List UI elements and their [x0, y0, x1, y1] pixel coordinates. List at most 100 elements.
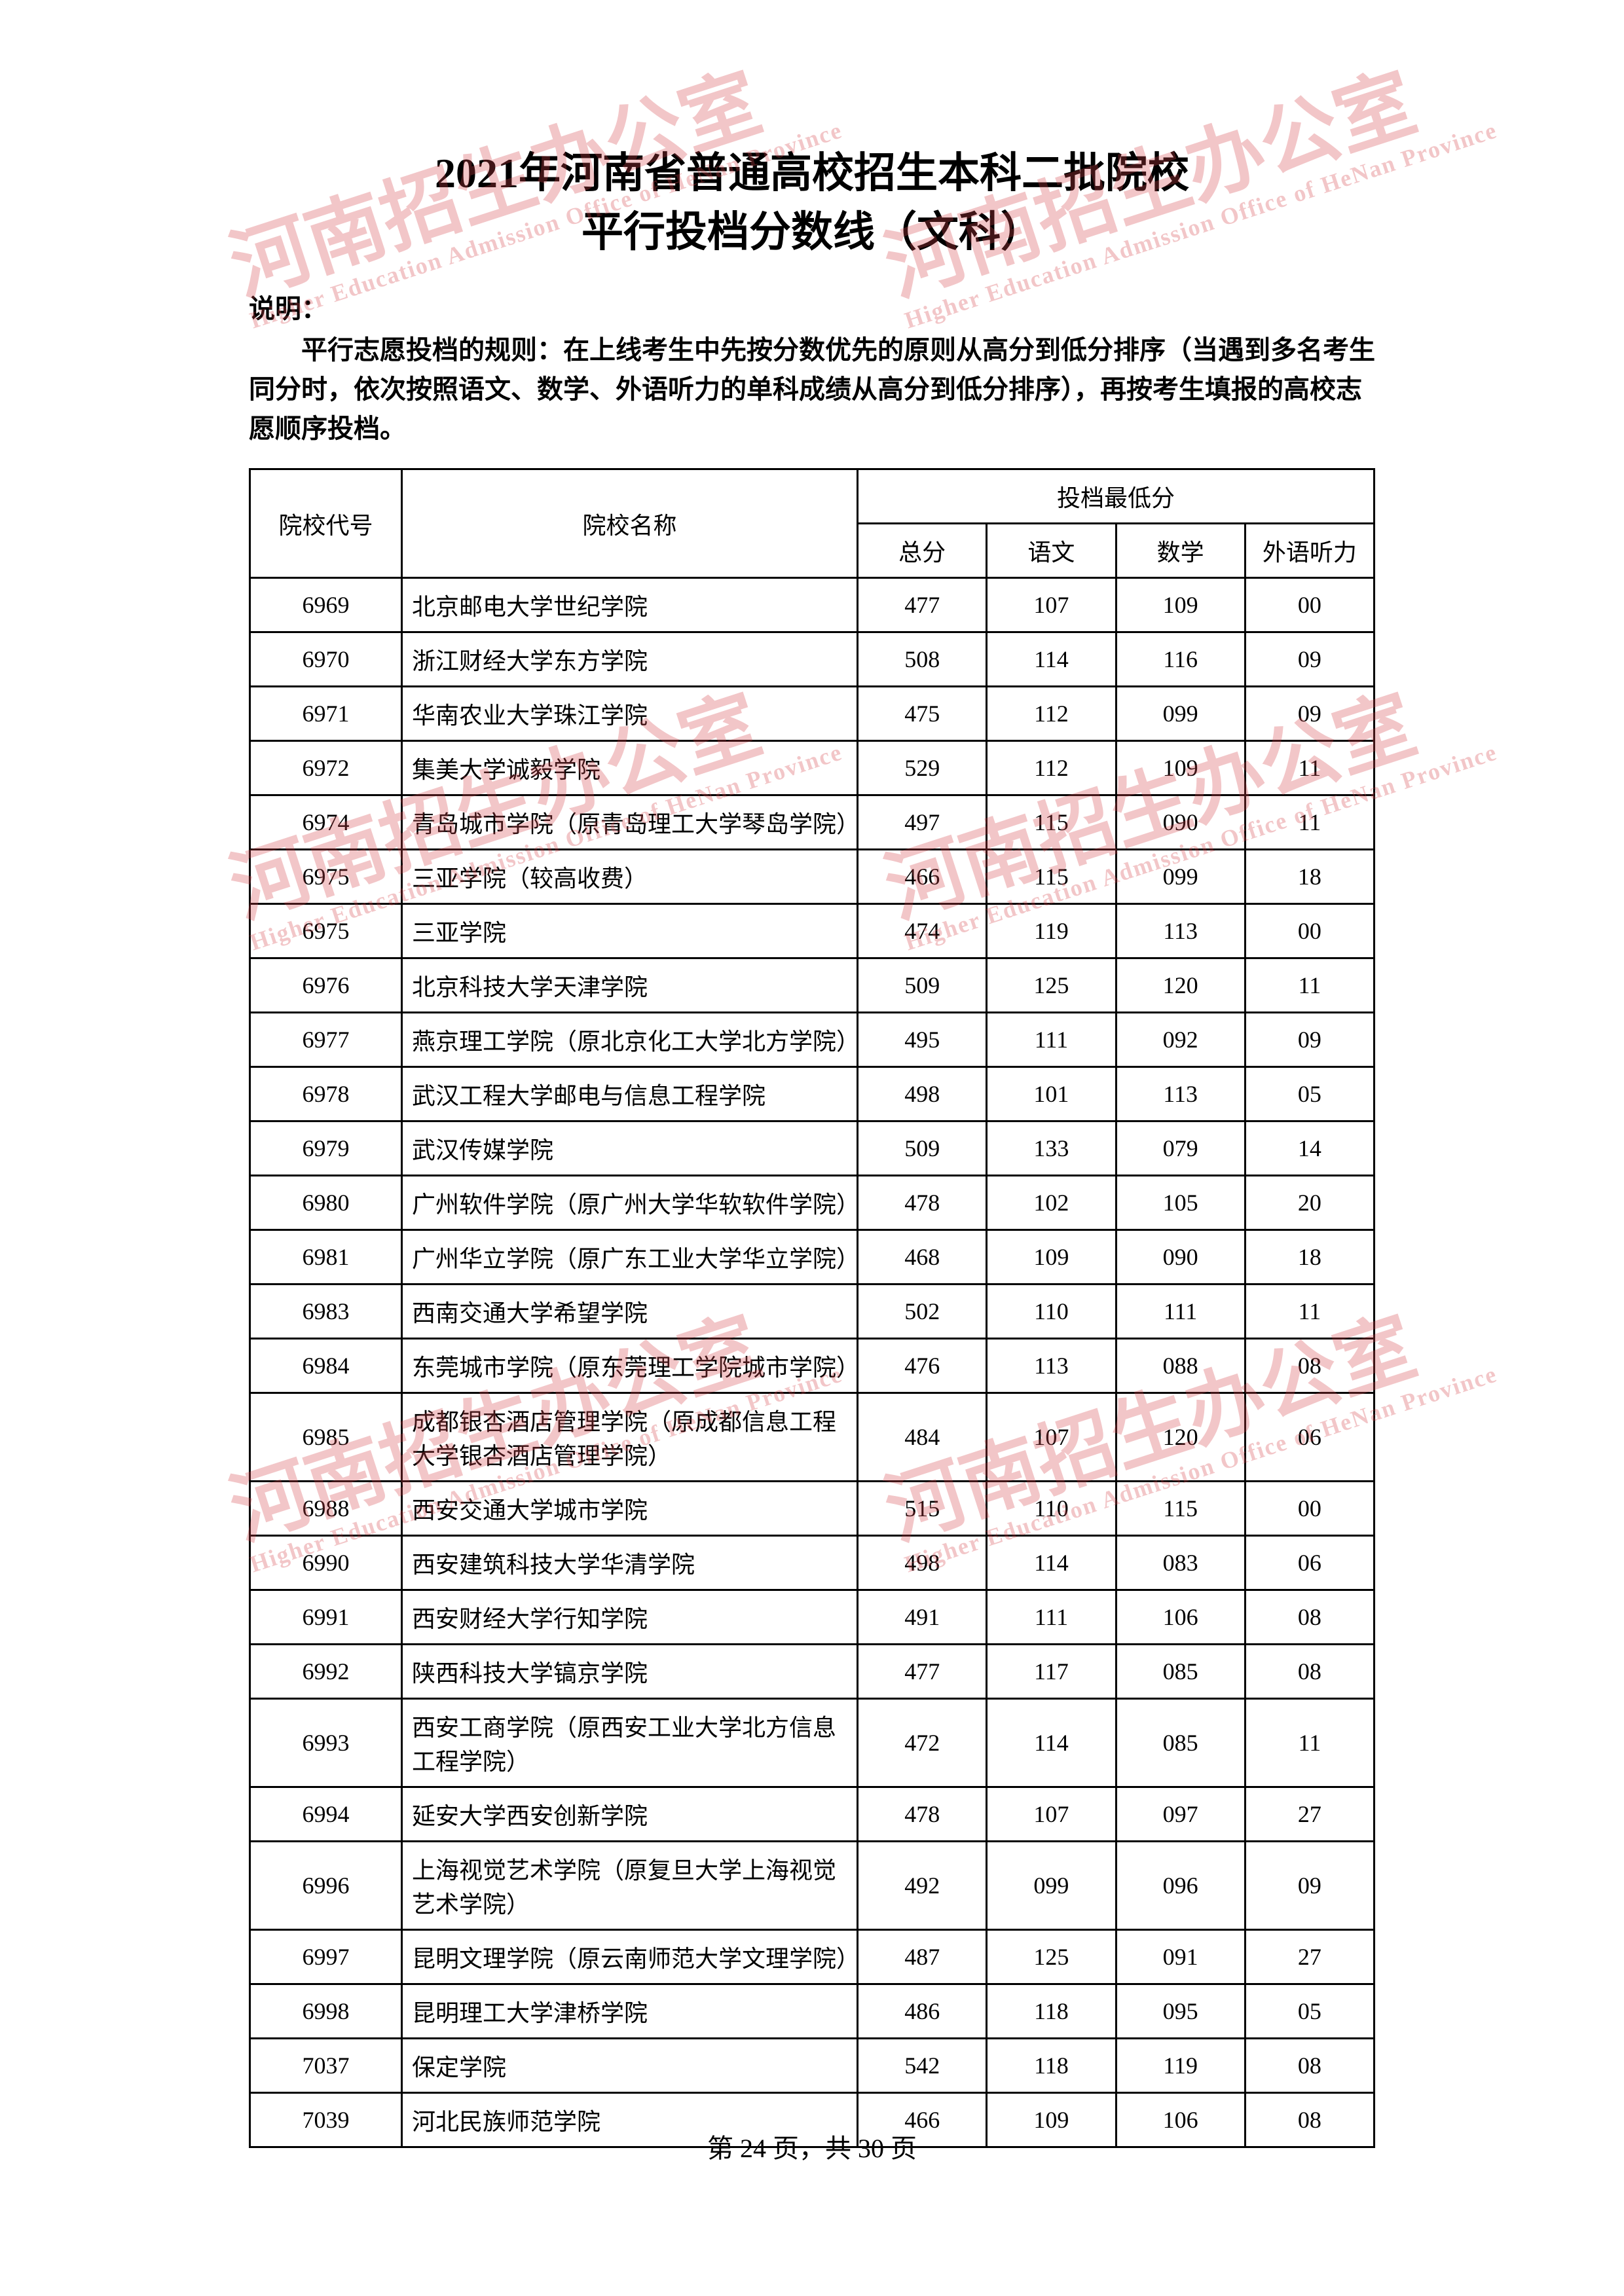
cell-total: 477 — [858, 1645, 987, 1699]
cell-name: 青岛城市学院（原青岛理工大学琴岛学院） — [402, 795, 858, 850]
explain-label: 说明： — [249, 287, 1375, 325]
cell-chinese: 101 — [987, 1067, 1116, 1121]
cell-total: 498 — [858, 1536, 987, 1590]
header-score-group: 投档最低分 — [858, 469, 1375, 524]
page: 2021年河南省普通高校招生本科二批院校 平行投档分数线（文科） 说明： 平行志… — [0, 0, 1624, 2296]
cell-name: 广州华立学院（原广东工业大学华立学院） — [402, 1230, 858, 1285]
cell-code: 6991 — [250, 1590, 402, 1645]
cell-total: 472 — [858, 1699, 987, 1787]
page-footer: 第 24 页，共 30 页 — [0, 2127, 1624, 2165]
header-math: 数学 — [1116, 524, 1245, 578]
cell-code: 6983 — [250, 1285, 402, 1339]
table-row: 6974青岛城市学院（原青岛理工大学琴岛学院）49711509011 — [250, 795, 1375, 850]
cell-code: 6972 — [250, 741, 402, 795]
cell-name: 西安工商学院（原西安工业大学北方信息工程学院） — [402, 1699, 858, 1787]
header-listening: 外语听力 — [1245, 524, 1374, 578]
cell-total: 486 — [858, 1984, 987, 2039]
cell-math: 083 — [1116, 1536, 1245, 1590]
table-row: 6998昆明理工大学津桥学院48611809505 — [250, 1984, 1375, 2039]
cell-listen: 18 — [1245, 850, 1374, 904]
cell-math: 105 — [1116, 1176, 1245, 1230]
cell-listen: 05 — [1245, 1984, 1374, 2039]
cell-name: 武汉传媒学院 — [402, 1121, 858, 1176]
cell-chinese: 115 — [987, 795, 1116, 850]
cell-math: 095 — [1116, 1984, 1245, 2039]
cell-chinese: 114 — [987, 1536, 1116, 1590]
cell-name: 集美大学诚毅学院 — [402, 741, 858, 795]
cell-total: 497 — [858, 795, 987, 850]
cell-chinese: 107 — [987, 1393, 1116, 1482]
cell-math: 079 — [1116, 1121, 1245, 1176]
cell-name: 浙江财经大学东方学院 — [402, 632, 858, 687]
cell-total: 495 — [858, 1013, 987, 1067]
cell-code: 6970 — [250, 632, 402, 687]
explain-body: 平行志愿投档的规则：在上线考生中先按分数优先的原则从高分到低分排序（当遇到多名考… — [249, 331, 1375, 448]
cell-chinese: 110 — [987, 1285, 1116, 1339]
cell-name: 三亚学院 — [402, 904, 858, 958]
cell-code: 7037 — [250, 2039, 402, 2093]
cell-code: 6997 — [250, 1930, 402, 1984]
cell-listen: 09 — [1245, 632, 1374, 687]
cell-math: 120 — [1116, 1393, 1245, 1482]
cell-code: 6980 — [250, 1176, 402, 1230]
cell-code: 6998 — [250, 1984, 402, 2039]
cell-listen: 27 — [1245, 1787, 1374, 1842]
cell-listen: 05 — [1245, 1067, 1374, 1121]
cell-chinese: 102 — [987, 1176, 1116, 1230]
cell-code: 6990 — [250, 1536, 402, 1590]
cell-name: 北京邮电大学世纪学院 — [402, 578, 858, 632]
cell-name: 昆明理工大学津桥学院 — [402, 1984, 858, 2039]
cell-name: 北京科技大学天津学院 — [402, 958, 858, 1013]
cell-listen: 27 — [1245, 1930, 1374, 1984]
cell-listen: 09 — [1245, 1013, 1374, 1067]
cell-code: 6992 — [250, 1645, 402, 1699]
cell-listen: 18 — [1245, 1230, 1374, 1285]
cell-listen: 14 — [1245, 1121, 1374, 1176]
cell-listen: 08 — [1245, 1339, 1374, 1393]
document-title: 2021年河南省普通高校招生本科二批院校 平行投档分数线（文科） — [249, 144, 1375, 261]
cell-chinese: 115 — [987, 850, 1116, 904]
header-name: 院校名称 — [402, 469, 858, 578]
cell-math: 111 — [1116, 1285, 1245, 1339]
cell-code: 6974 — [250, 795, 402, 850]
cell-chinese: 111 — [987, 1013, 1116, 1067]
header-chinese: 语文 — [987, 524, 1116, 578]
cell-code: 6976 — [250, 958, 402, 1013]
cell-math: 097 — [1116, 1787, 1245, 1842]
cell-chinese: 099 — [987, 1842, 1116, 1930]
cell-code: 6978 — [250, 1067, 402, 1121]
cell-math: 116 — [1116, 632, 1245, 687]
cell-total: 529 — [858, 741, 987, 795]
cell-chinese: 113 — [987, 1339, 1116, 1393]
cell-listen: 11 — [1245, 795, 1374, 850]
cell-total: 468 — [858, 1230, 987, 1285]
cell-total: 502 — [858, 1285, 987, 1339]
table-row: 7037保定学院54211811908 — [250, 2039, 1375, 2093]
cell-listen: 11 — [1245, 741, 1374, 795]
cell-chinese: 133 — [987, 1121, 1116, 1176]
cell-code: 6984 — [250, 1339, 402, 1393]
cell-code: 6994 — [250, 1787, 402, 1842]
cell-math: 085 — [1116, 1645, 1245, 1699]
cell-math: 109 — [1116, 741, 1245, 795]
cell-chinese: 114 — [987, 1699, 1116, 1787]
cell-total: 466 — [858, 850, 987, 904]
cell-math: 099 — [1116, 850, 1245, 904]
cell-name: 燕京理工学院（原北京化工大学北方学院） — [402, 1013, 858, 1067]
cell-name: 华南农业大学珠江学院 — [402, 687, 858, 741]
cell-name: 三亚学院（较高收费） — [402, 850, 858, 904]
cell-name: 东莞城市学院（原东莞理工学院城市学院） — [402, 1339, 858, 1393]
cell-math: 120 — [1116, 958, 1245, 1013]
table-row: 6981广州华立学院（原广东工业大学华立学院）46810909018 — [250, 1230, 1375, 1285]
table-row: 6979武汉传媒学院50913307914 — [250, 1121, 1375, 1176]
table-header: 院校代号 院校名称 投档最低分 总分 语文 数学 外语听力 — [250, 469, 1375, 578]
cell-chinese: 107 — [987, 1787, 1116, 1842]
table-row: 6988西安交通大学城市学院51511011500 — [250, 1482, 1375, 1536]
cell-listen: 08 — [1245, 1645, 1374, 1699]
score-table: 院校代号 院校名称 投档最低分 总分 语文 数学 外语听力 6969北京邮电大学… — [249, 468, 1375, 2148]
table-row: 6971华南农业大学珠江学院47511209909 — [250, 687, 1375, 741]
table-row: 6983西南交通大学希望学院50211011111 — [250, 1285, 1375, 1339]
cell-chinese: 118 — [987, 2039, 1116, 2093]
cell-math: 113 — [1116, 1067, 1245, 1121]
table-row: 6969北京邮电大学世纪学院47710710900 — [250, 578, 1375, 632]
